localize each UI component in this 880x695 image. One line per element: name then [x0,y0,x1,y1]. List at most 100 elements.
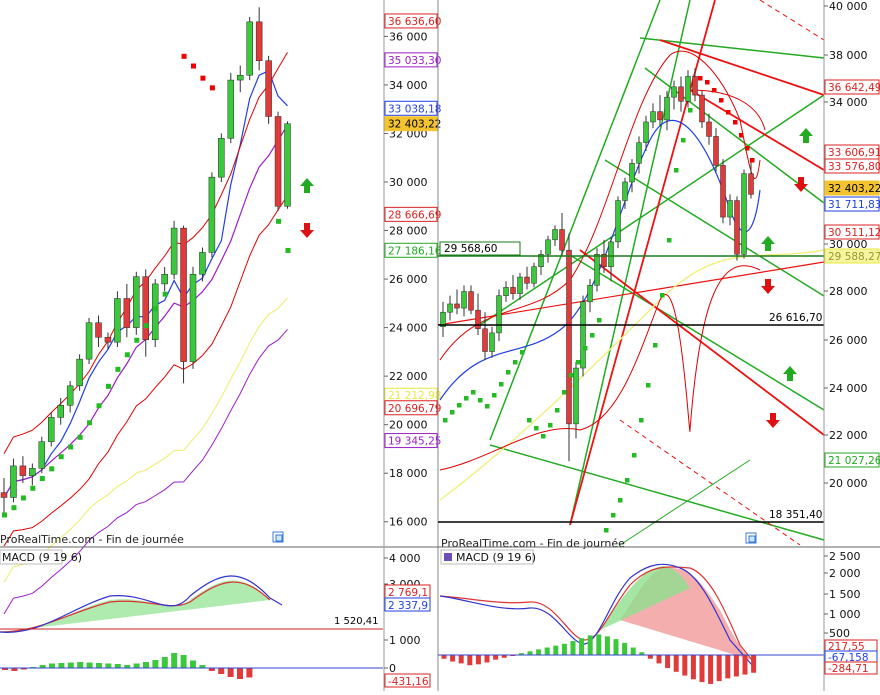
sar-dot [11,505,17,511]
price-tag-label: 20 696,79 [388,403,441,415]
macd-histogram-bar [690,655,696,680]
down-arrow-icon [761,279,775,294]
sar-dot [115,366,121,372]
macd-histogram-bar [96,663,102,668]
macd-histogram-bar [604,636,610,655]
price-tag-label: 33 038,18 [388,103,441,115]
sar-dot [569,373,574,378]
macd-histogram-bar [77,662,84,668]
sar-dot [457,403,462,408]
candle-body [734,200,740,255]
right-price-axis: 40 000 38 000 34 000 30 000 28 000 26 000 24 0… [823,0,880,546]
sar-dot [555,408,560,413]
price-tag [824,180,880,196]
sar-dot [285,247,291,253]
sar-dot-red [705,80,710,85]
trendline-red [437,261,825,326]
axis-tick-label: 34 000 [829,96,868,109]
candle-body [76,358,83,387]
sar-dot [513,360,518,365]
axis-tick-label: 20 000 [389,419,428,432]
axis-tick-label: 24 000 [389,322,428,335]
candle-body [440,311,446,327]
sar-dot [30,485,36,491]
sar-dot [646,383,651,388]
level-label: 26 616,70 [769,312,822,324]
trendline-red [689,89,825,171]
candle-body [189,273,197,362]
sar-dot [492,393,497,398]
sar-dot [611,513,616,518]
left-macd-level-label: 1 520,41 [334,616,379,627]
macd-histogram-bar [208,668,215,671]
sar-dot [653,343,658,348]
macd-histogram-bar [67,662,74,668]
trendline-red [579,249,825,436]
candle-body [706,121,712,137]
macd-histogram-bar [699,655,705,683]
price-tag-label: 28 666,69 [388,209,441,221]
sar-dot [209,85,215,91]
sar-dot [39,476,45,482]
trendline-green [569,254,825,411]
price-tag [824,158,880,174]
macd-tag-label: 2 337,9 [388,600,428,612]
macd-tag-label: 2 769,1 [388,587,428,599]
macd-histogram-bar [199,665,206,668]
macd-tag [384,673,431,688]
candle-body [671,86,677,98]
macd-histogram-bar [475,655,481,665]
sar-dot [681,138,686,143]
sar-dot [134,337,140,343]
macd-histogram-bar [527,651,533,655]
sar-dot [464,396,469,401]
candle-body [10,465,17,498]
right-price-pane: 29 568,60 26 616,70 18 351,40 ProRealTime.… [437,0,825,691]
macd-histogram-bar [218,668,225,674]
axis-tick-label: 28 000 [829,285,868,298]
sar-dot-red [739,133,744,138]
left-candles [0,7,291,517]
candle-body [255,21,263,61]
axis-tick-label: 2 000 [829,567,861,580]
candle-body [608,241,614,267]
candle-body [161,273,168,285]
bollinger-lower [3,195,288,547]
candle-body [573,367,579,425]
up-arrow-icon [761,236,775,251]
candle-body [727,200,733,218]
macd-histogram-bar [501,655,507,658]
trendline-dashed [759,0,825,41]
sar-dot [2,512,7,518]
macd-histogram-bar [86,662,93,668]
candle-body [713,136,719,166]
sar-dot [49,466,55,472]
price-tag [384,116,438,132]
sar-dot [276,218,282,224]
candle-body [678,86,684,102]
axis-tick-label: 1 000 [829,608,861,621]
macd-line [439,563,753,666]
macd-histogram-bar [579,638,585,655]
candle-body [629,163,635,183]
macd-histogram-bar [114,664,121,668]
price-tag [824,224,880,240]
candle-body [475,309,481,330]
down-arrow-icon [300,223,314,238]
candle-body [517,276,523,294]
axis-tick-label: 26 000 [389,273,428,286]
candle-body [531,266,537,284]
left-macd-histogram [2,653,253,679]
candle-body [622,181,628,201]
price-tag-label: 33 606,91 [828,147,880,159]
macd-tag-label: 217,55 [828,641,865,653]
candle-body [524,276,530,284]
macd-tag-label: -284,71 [828,663,869,675]
candle-body [643,121,649,143]
axis-tick-label: 1 000 [389,634,421,647]
macd-histogram-bar [656,655,662,664]
sar-dot-red [750,158,755,163]
sar-dot [597,318,602,323]
candle-body [38,441,46,469]
macd-histogram-bar [450,655,456,662]
